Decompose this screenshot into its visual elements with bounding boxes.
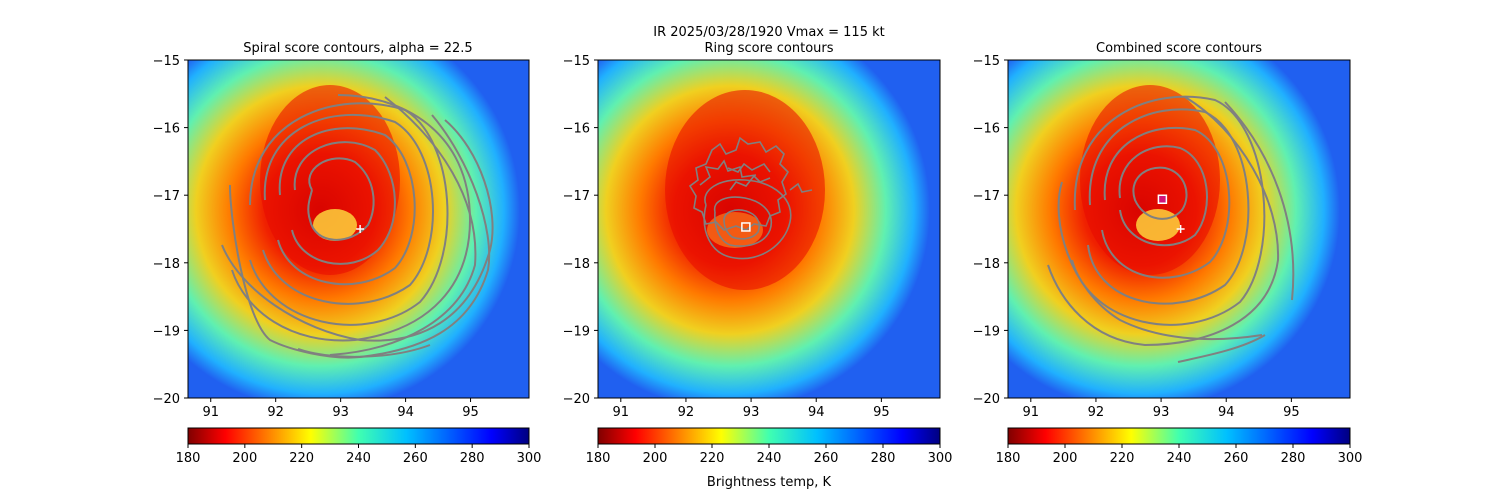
y-tick-label: −19 xyxy=(563,324,590,339)
x-tick-label: 91 xyxy=(613,405,630,420)
y-ticks-spiral: −15 −16 −17 −18 −19 −20 xyxy=(153,54,188,407)
x-tick-label: 95 xyxy=(1283,405,1300,420)
heatmap-image-ring xyxy=(598,60,940,398)
colorbar-tick-label: 200 xyxy=(643,451,668,466)
colorbar-tick-label: 300 xyxy=(517,451,542,466)
y-ticks-ring: −15 −16 −17 −18 −19 −20 xyxy=(563,54,598,407)
colorbar-tick-label: 280 xyxy=(1281,451,1306,466)
colorbar-tick-label: 260 xyxy=(814,451,839,466)
x-tick-label: 92 xyxy=(267,405,284,420)
colorbar-tick-label: 180 xyxy=(176,451,201,466)
x-tick-label: 91 xyxy=(202,405,219,420)
panel-title-ring: Ring score contours xyxy=(704,41,833,56)
axes-frame-combined xyxy=(1007,59,1351,399)
colorbar-ticks-ring: 180 200 220 240 260 280 300 xyxy=(586,444,953,466)
colorbar-tick-label: 220 xyxy=(700,451,725,466)
panel-title-combined: Combined score contours xyxy=(1096,41,1262,56)
center-plus-marker xyxy=(356,225,365,233)
colorbar-ring: 180 200 220 240 260 280 300 xyxy=(586,427,953,466)
y-tick-label: −20 xyxy=(153,392,180,407)
y-tick-label: −20 xyxy=(973,392,1000,407)
y-tick-label: −17 xyxy=(973,189,1000,204)
y-tick-label: −18 xyxy=(153,257,180,272)
colorbar-ticks-combined: 180 200 220 240 260 280 300 xyxy=(996,444,1363,466)
axes-frame-spiral xyxy=(187,59,530,399)
colorbar-tick-label: 260 xyxy=(403,451,428,466)
colorbar-spiral: 180 200 220 240 260 280 300 xyxy=(176,427,542,466)
colorbar-tick-label: 280 xyxy=(871,451,896,466)
center-square-marker xyxy=(741,222,751,232)
y-tick-label: −16 xyxy=(973,122,1000,137)
y-tick-label: −20 xyxy=(563,392,590,407)
x-ticks-spiral: 91 92 93 94 95 xyxy=(202,398,479,420)
colorbar-tick-label: 200 xyxy=(1053,451,1078,466)
x-tick-label: 93 xyxy=(332,405,349,420)
colorbar-tick-label: 180 xyxy=(586,451,611,466)
y-tick-label: −15 xyxy=(153,54,180,69)
center-plus-marker xyxy=(1176,225,1185,233)
y-ticks-combined: −15 −16 −17 −18 −19 −20 xyxy=(973,54,1008,407)
y-tick-label: −15 xyxy=(563,54,590,69)
axes-frame-ring xyxy=(597,59,941,399)
colorbar-tick-label: 300 xyxy=(1338,451,1363,466)
y-tick-label: −16 xyxy=(153,122,180,137)
y-tick-label: −19 xyxy=(153,324,180,339)
panel-combined: Combined score contours 91 92 93 94 95 −15−1… xyxy=(973,41,1363,466)
colorbar-combined: 180 200 220 240 260 280 300 xyxy=(996,427,1363,466)
colorbar-tick-label: 220 xyxy=(1110,451,1135,466)
center-square-marker xyxy=(1157,194,1168,205)
y-tick-label: −19 xyxy=(973,324,1000,339)
colorbar-tick-label: 260 xyxy=(1224,451,1249,466)
colorbar-tick-label: 240 xyxy=(757,451,782,466)
markers-ring xyxy=(741,222,751,232)
x-tick-label: 92 xyxy=(1088,405,1105,420)
y-tick-label: −18 xyxy=(563,257,590,272)
x-tick-label: 91 xyxy=(1023,405,1040,420)
x-tick-label: 94 xyxy=(808,405,825,420)
panel-spiral: Spiral score contours, alpha = 22.5 91 92… xyxy=(153,41,542,466)
x-tick-label: 95 xyxy=(462,405,479,420)
y-tick-label: −17 xyxy=(563,189,590,204)
x-tick-label: 94 xyxy=(1218,405,1235,420)
panel-title-spiral: Spiral score contours, alpha = 22.5 xyxy=(243,41,472,56)
colorbar-tick-label: 220 xyxy=(289,451,314,466)
suptitle: IR 2025/03/28/1920 Vmax = 115 kt xyxy=(653,25,884,40)
colorbar-tick-label: 240 xyxy=(1167,451,1192,466)
y-tick-label: −18 xyxy=(973,257,1000,272)
y-tick-label: −17 xyxy=(153,189,180,204)
contours-spiral xyxy=(221,94,494,359)
colorbar-tick-label: 240 xyxy=(346,451,371,466)
panel-ring: Ring score contours 91 92 93 94 95 −15 −16 −17… xyxy=(563,41,953,466)
contours-ring xyxy=(688,136,813,260)
markers-combined xyxy=(1157,194,1185,233)
x-tick-label: 93 xyxy=(743,405,760,420)
x-ticks-combined: 91 92 93 94 95 xyxy=(1023,398,1300,420)
x-tick-label: 95 xyxy=(873,405,890,420)
x-tick-label: 93 xyxy=(1153,405,1170,420)
contours-combined xyxy=(1047,95,1295,363)
colorbar-ticks-spiral: 180 200 220 240 260 280 300 xyxy=(176,444,542,466)
colorbar-tick-label: 200 xyxy=(232,451,257,466)
colorbar-tick-label: 300 xyxy=(928,451,953,466)
colorbar-tick-label: 280 xyxy=(460,451,485,466)
y-tick-label: −16 xyxy=(563,122,590,137)
y-tick-label: −15 xyxy=(973,54,1000,69)
x-tick-label: 94 xyxy=(397,405,414,420)
x-ticks-ring: 91 92 93 94 95 xyxy=(613,398,890,420)
colorbar-tick-label: 180 xyxy=(996,451,1021,466)
x-tick-label: 92 xyxy=(678,405,695,420)
colorbar-label: Brightness temp, K xyxy=(707,475,832,490)
markers-spiral xyxy=(356,225,365,233)
